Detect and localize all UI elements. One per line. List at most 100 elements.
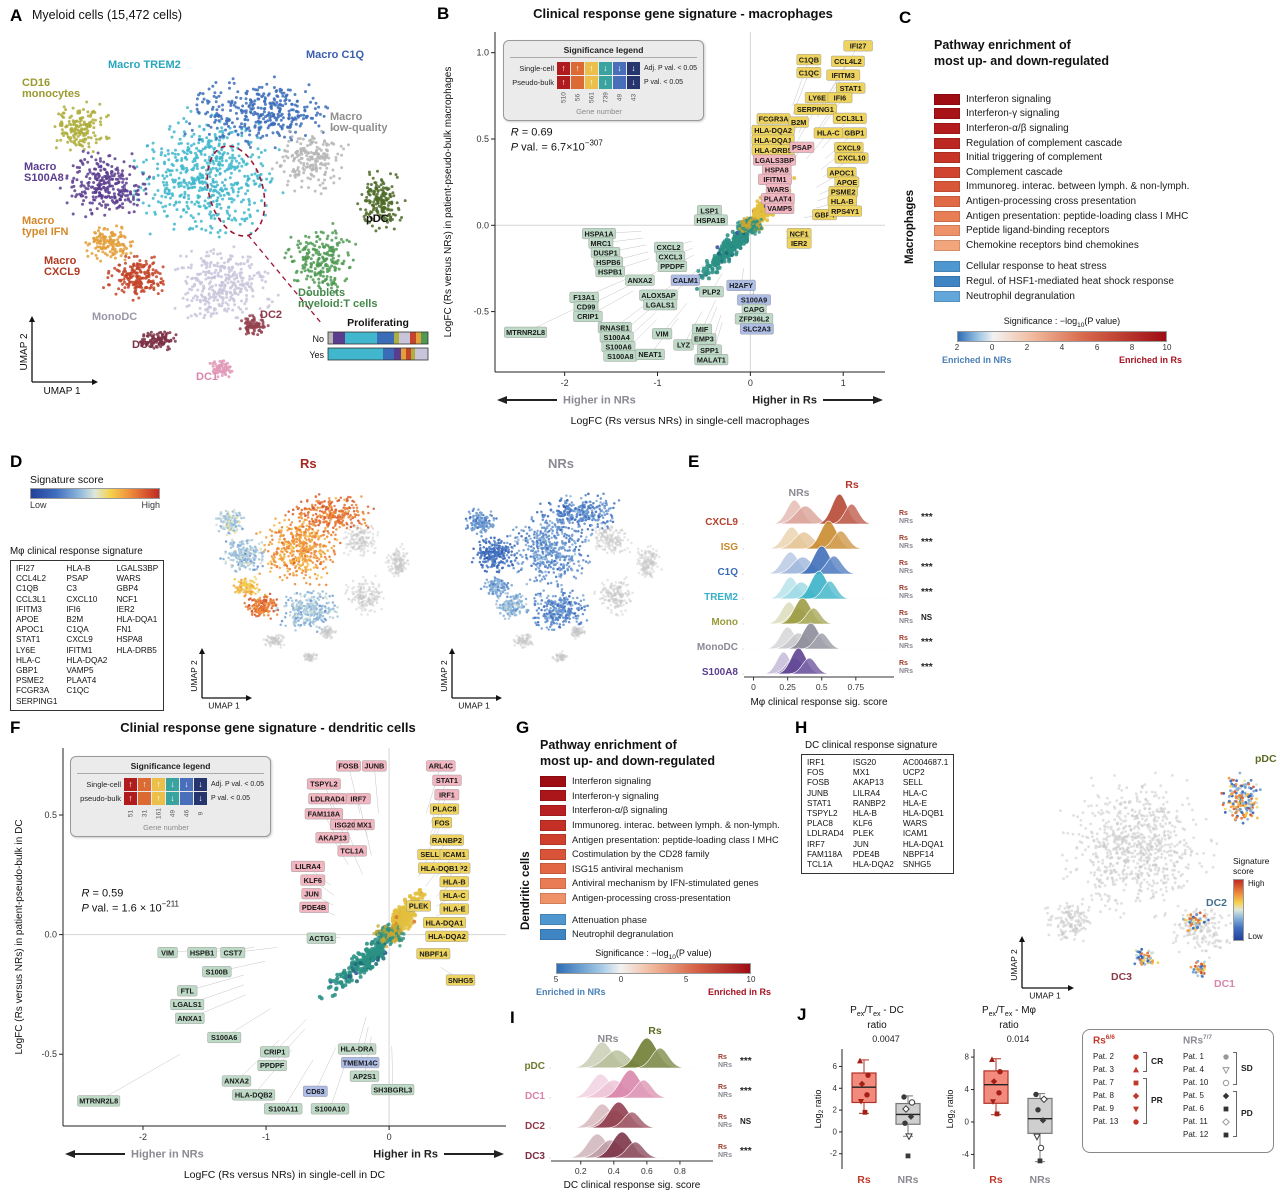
ridge-row-label-DC3: DC3 bbox=[525, 1151, 545, 1162]
gene-IER2: IER2 bbox=[116, 604, 135, 614]
gene-C1QB: C1QB bbox=[16, 584, 39, 594]
gene-label-VIM: VIM bbox=[656, 329, 669, 338]
gene-SELL: SELL bbox=[902, 778, 923, 788]
y-axis-label: LogFC (Rs versus NRs) in patient-pseudo-… bbox=[14, 819, 25, 1054]
gene-label-CCL4L2: CCL4L2 bbox=[834, 57, 862, 66]
pathway-row: Interferon-α/β signaling bbox=[934, 121, 1189, 136]
boxplot-pvalue: 0.014 bbox=[1007, 1034, 1030, 1044]
pathway-row: Antigen presentation: peptide-loading cl… bbox=[934, 209, 1189, 224]
pvalue-stat: P val. = 6.7×10−307 bbox=[511, 139, 604, 154]
gene-label-JUN: JUN bbox=[304, 889, 319, 898]
gene-label-HLA-C: HLA-C bbox=[443, 891, 466, 900]
panel-b-title: Clinical response gene signature - macro… bbox=[533, 6, 833, 21]
dc-signature-gene-list-title: DC clinical response signature bbox=[805, 740, 938, 751]
gene-label-KLF6: KLF6 bbox=[304, 876, 322, 885]
gene-CCL3L1: CCL3L1 bbox=[16, 594, 47, 604]
gene-label-HSPB6: HSPB6 bbox=[596, 258, 620, 267]
legend-cell: ↑ bbox=[557, 61, 570, 75]
gene-label-ZFP36L2: ZFP36L2 bbox=[739, 315, 769, 324]
gene-label-HLA-DQB2: HLA-DQB2 bbox=[235, 1091, 273, 1100]
legend-patient-Pat. 10: Pat. 10 bbox=[1183, 1078, 1209, 1087]
dc-cluster-label-DC1: DC1 bbox=[1214, 978, 1235, 990]
gene-WARS: WARS bbox=[116, 574, 141, 584]
gene-label-JUNB: JUNB bbox=[364, 762, 384, 771]
response-group-PD: PD bbox=[1241, 1108, 1253, 1118]
gene-AKAP13: AKAP13 bbox=[852, 778, 884, 788]
gene-NCF1: NCF1 bbox=[116, 594, 138, 604]
gene-label-ANXA2: ANXA2 bbox=[224, 1077, 249, 1086]
svg-text:UMAP 1: UMAP 1 bbox=[43, 386, 80, 397]
dc-cluster-DC2 bbox=[1182, 911, 1210, 932]
panel-e-ridge-macrophages: E CXCL9 Rs NRs *** ISG Rs NRs *** C1Q Rs NRs *** TRE… bbox=[684, 450, 980, 718]
dc-cluster-gray bbox=[1059, 771, 1219, 919]
cluster-label-DC3: DC3 bbox=[132, 339, 154, 351]
panel-j-boxplots: J Pex/Tex - DC ratio -2 0 2 4 6 Rs NRs 0.0047 Lo… bbox=[790, 1005, 1280, 1199]
legend-cell bbox=[180, 791, 193, 805]
svg-text:0: 0 bbox=[748, 378, 753, 388]
legend-cell: ↓ bbox=[599, 75, 612, 89]
gene-FOS: FOS bbox=[807, 768, 824, 778]
legend-patient-Pat. 8: Pat. 8 bbox=[1093, 1091, 1114, 1100]
patient-legend: Rs6/6 NRs7/7 Pat. 2 Pat. 3 Pat. 7 Pat. 8 Pat. … bbox=[1082, 1029, 1274, 1153]
gene-label-HLA-DRA: HLA-DRA bbox=[340, 1045, 374, 1054]
gene-label-HSPA1B: HSPA1B bbox=[696, 216, 725, 225]
gene-label-TCL1A: TCL1A bbox=[340, 847, 364, 856]
umap-myeloid-plot: Macro TREM2 Macro C1Q CD16 monocytes Macro lo… bbox=[19, 49, 429, 397]
gene-label-HLA-DQA2: HLA-DQA2 bbox=[754, 126, 792, 135]
higher-in-nrs-label: Higher in NRs bbox=[131, 1149, 204, 1161]
legend-cell bbox=[613, 75, 626, 89]
ridge-row-label-ISG: ISG bbox=[721, 542, 738, 553]
gene-label-HLA-B: HLA-B bbox=[443, 877, 466, 886]
cluster-label-Macro S100A8: Macro S100A8 bbox=[24, 161, 64, 184]
gene-PLAC8: PLAC8 bbox=[807, 819, 833, 829]
significance-DC1: *** bbox=[740, 1086, 752, 1097]
legend-cell: ↓ bbox=[166, 791, 179, 805]
gene-HLA-C: HLA-C bbox=[16, 655, 41, 665]
cluster-Doublets myeloid:T cells bbox=[283, 222, 358, 296]
gene-label-CRIP1: CRIP1 bbox=[577, 312, 599, 321]
gene-label-S100A8: S100A8 bbox=[607, 352, 633, 361]
legend-patient-Pat. 11: Pat. 11 bbox=[1183, 1117, 1208, 1126]
response-group-CR: CR bbox=[1151, 1056, 1164, 1066]
boxplot-mphi-ratio-title: Pex/Tex - Mφ ratio bbox=[981, 1005, 1037, 1031]
gene-IFITM1: IFITM1 bbox=[66, 645, 93, 655]
gene-label-IRF7: IRF7 bbox=[350, 794, 366, 803]
gene-label-LSP1: LSP1 bbox=[700, 206, 718, 215]
dc-signature-gene-list: IRF1 FOS FOSB JUNB STAT1 TSPYL2 PLAC8 LDLRAD4 IR… bbox=[801, 754, 955, 875]
patient-marker bbox=[1223, 1054, 1229, 1060]
significance-DC3: *** bbox=[740, 1146, 752, 1157]
gene-label-MALAT1: MALAT1 bbox=[697, 355, 726, 364]
dc-cluster-gray bbox=[1044, 901, 1092, 943]
panel-letter-f: F bbox=[10, 718, 21, 737]
gene-IFI6: IFI6 bbox=[66, 604, 81, 614]
dc-cluster-label-DC3: DC3 bbox=[1111, 971, 1132, 983]
gene-label-APOE: APOE bbox=[837, 178, 858, 187]
gene-LY6E: LY6E bbox=[16, 645, 36, 655]
gene-APOC1: APOC1 bbox=[16, 625, 44, 635]
panel-c-pathways-macrophages: C Pathway enrichment of most up- and down… bbox=[896, 6, 1280, 378]
gene-label-PDE4B: PDE4B bbox=[302, 903, 326, 912]
gene-label-H2AFY: H2AFY bbox=[729, 281, 753, 290]
gene-label-HSPB1: HSPB1 bbox=[190, 948, 214, 957]
gene-label-RNASE1: RNASE1 bbox=[600, 323, 630, 332]
legend-cell: ↑ bbox=[585, 75, 598, 89]
gene-FCGR3A: FCGR3A bbox=[16, 686, 50, 696]
gene-label-NEAT1: NEAT1 bbox=[638, 350, 661, 359]
gene-SERPING1: SERPING1 bbox=[16, 696, 58, 706]
gene-SNHG5: SNHG5 bbox=[902, 860, 932, 870]
gene-label-C1QC: C1QC bbox=[799, 68, 820, 77]
gene-label-NBPF14: NBPF14 bbox=[419, 949, 448, 958]
gene-B2M: B2M bbox=[66, 615, 84, 625]
gene-label-CAPG: CAPG bbox=[744, 305, 765, 314]
gene-label-CD63: CD63 bbox=[306, 1087, 325, 1096]
signature-score-gradient-vertical bbox=[1233, 879, 1244, 941]
legend-header-NRs: NRs7/7 bbox=[1183, 1034, 1213, 1047]
gene-labels: FOSB JUNB ARL4C STAT1 IRF1 TSPYL2 LDLRAD4 IRF7 F… bbox=[77, 760, 476, 1115]
group-label-Rs: Rs bbox=[857, 1174, 871, 1186]
patient-marker bbox=[1133, 1106, 1139, 1113]
pathway-row: Neutrophil degranulation bbox=[934, 289, 1189, 304]
legend-cell: ↑ bbox=[138, 777, 151, 791]
